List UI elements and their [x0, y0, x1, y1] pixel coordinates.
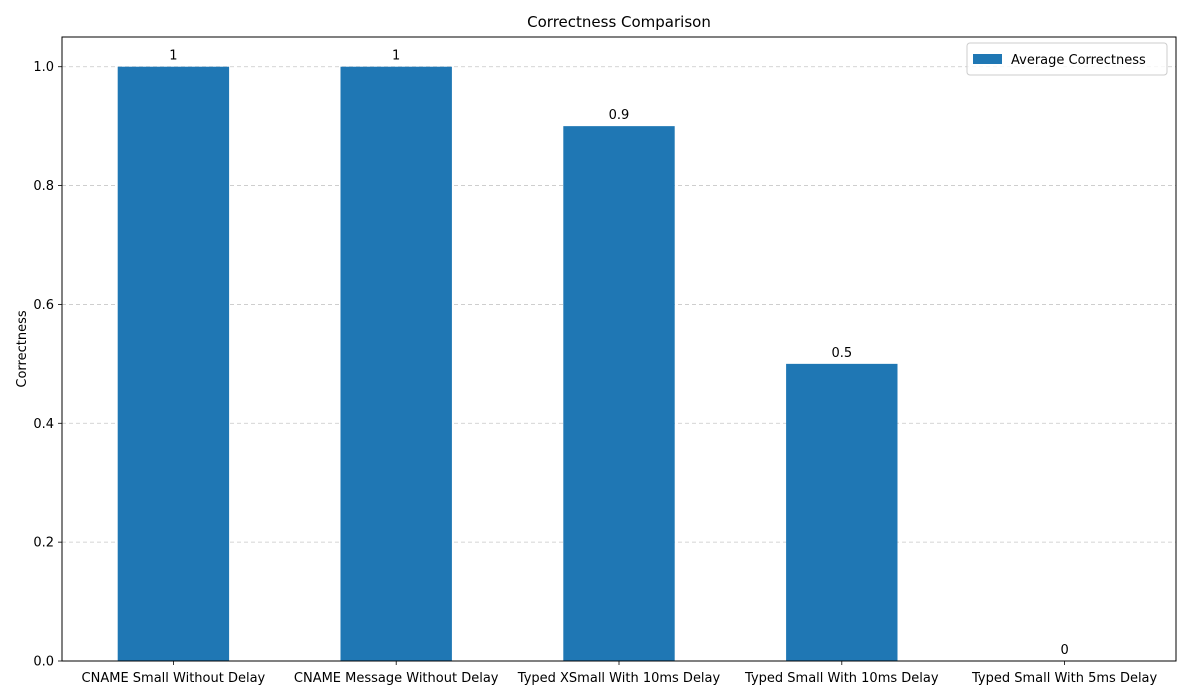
bar: [340, 66, 452, 661]
y-tick-label: 1.0: [33, 60, 54, 75]
bar: [563, 126, 675, 661]
axes: 0.0 0.2 0.4 0.6 0.8 1.0 CNAME Small Without De…: [33, 36, 1177, 686]
data-label: 1: [392, 49, 400, 64]
y-tick-label: 0.2: [33, 536, 54, 551]
y-tick-label: 0.4: [33, 417, 54, 432]
x-tick-label: Typed Small With 10ms Delay: [744, 671, 939, 686]
legend-box: [966, 42, 1168, 76]
legend-swatch: [973, 54, 1002, 64]
x-tick-label: CNAME Small Without Delay: [82, 671, 266, 686]
data-label: 1: [169, 49, 177, 64]
legend-label: Average Correctness: [1011, 53, 1146, 68]
chart-title: Correctness Comparison: [527, 13, 711, 31]
data-label: 0: [1060, 643, 1068, 658]
x-tick-label: Typed Small With 5ms Delay: [971, 671, 1158, 686]
y-tick-label: 0.0: [33, 655, 54, 670]
y-tick-label: 0.8: [33, 179, 54, 194]
data-label: 0.5: [831, 346, 852, 361]
data-labels: 1 1 0.9 0.5 0: [169, 49, 1068, 658]
data-label: 0.9: [609, 108, 630, 123]
bar: [117, 66, 230, 661]
plot-frame: [61, 36, 1177, 662]
x-tick-label: CNAME Message Without Delay: [294, 671, 499, 686]
bar: [786, 363, 898, 661]
y-axis-label: Correctness: [15, 310, 30, 387]
bars: [117, 66, 898, 661]
x-tick-label: Typed XSmall With 10ms Delay: [517, 671, 721, 686]
legend: Average Correctness: [966, 42, 1168, 76]
y-tick-label: 0.6: [33, 298, 54, 313]
